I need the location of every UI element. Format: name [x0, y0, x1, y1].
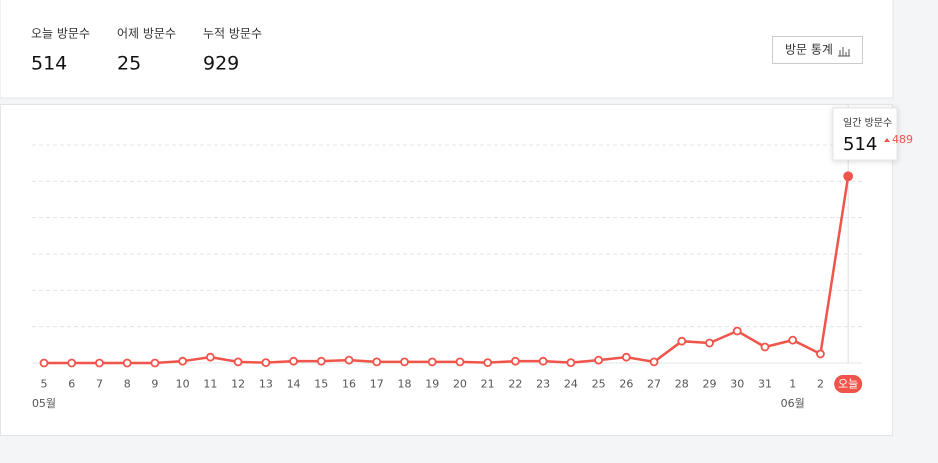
point	[289, 356, 298, 366]
x-tick-label: 24	[564, 378, 578, 391]
button-label[interactable]: 방문 통계	[785, 43, 833, 57]
x-tick-label: 6	[68, 378, 75, 391]
point	[261, 358, 271, 368]
x-tick-label: 20	[453, 378, 467, 391]
x-tick-label: 23	[536, 378, 550, 391]
point	[816, 349, 825, 359]
x-tick-label: 19	[425, 378, 439, 391]
point	[677, 336, 687, 346]
point	[621, 352, 631, 362]
point	[455, 357, 465, 367]
point	[233, 357, 243, 367]
x-tick-label: 8	[124, 378, 131, 391]
x-tick-label: 13	[259, 378, 273, 391]
point	[538, 356, 548, 366]
stat-label: 누적 방문수	[203, 27, 262, 41]
point	[511, 356, 520, 366]
x-tick-label: 18	[397, 378, 411, 391]
x-tick-label: 27	[647, 378, 661, 391]
x-tick-label: 오늘	[838, 378, 858, 391]
chart-icon[interactable]	[838, 47, 850, 57]
point	[39, 358, 49, 368]
point	[344, 355, 354, 365]
tooltip-box	[832, 107, 898, 161]
x-tick-label: 12	[231, 378, 245, 391]
point	[732, 326, 742, 336]
x-tick-label: 2	[817, 378, 824, 391]
up-arrow	[884, 138, 890, 142]
line	[44, 176, 850, 365]
stat-value: 25	[117, 53, 141, 75]
stats-button[interactable]: 방문 통계	[772, 36, 863, 64]
point	[760, 342, 770, 352]
x-tick-label: 9	[151, 378, 158, 391]
x-tick-label: 14	[287, 378, 301, 391]
today-pill	[834, 375, 863, 393]
tooltip-value: 514	[843, 134, 877, 155]
stat-label: 어제 방문수	[117, 27, 176, 41]
stat-label: 오늘 방문수	[31, 27, 90, 41]
point	[67, 358, 77, 368]
x-tick-label: 26	[619, 378, 633, 391]
x-tick-label: 21	[481, 378, 495, 391]
x-tick-label: 15	[314, 378, 328, 391]
tooltip-label: 일간 방문수	[843, 117, 892, 129]
x-tick-label: 22	[508, 378, 522, 391]
x-tick-label: 28	[675, 378, 689, 391]
tooltip-change: 489	[892, 133, 913, 146]
x-tick-label: 31	[758, 378, 772, 391]
button-frame[interactable]	[772, 36, 863, 64]
point	[427, 357, 437, 367]
point	[205, 352, 215, 362]
x-tick-label: 25	[592, 378, 606, 391]
point	[705, 338, 714, 348]
stats-card	[0, 0, 894, 99]
point	[594, 355, 603, 365]
point	[788, 335, 798, 345]
point	[566, 358, 576, 368]
stat-value: 929	[203, 53, 239, 75]
point	[150, 358, 160, 368]
point	[483, 358, 493, 368]
chart-card	[0, 104, 893, 436]
point	[843, 171, 854, 182]
stat-value: 514	[31, 53, 67, 75]
x-tick-label: 11	[203, 378, 217, 391]
point	[649, 357, 659, 367]
point	[95, 358, 104, 368]
x-tick-label: 5	[41, 378, 48, 391]
x-tick-label: 30	[730, 378, 744, 391]
x-tick-label: 10	[176, 378, 190, 391]
x-tick-label: 16	[342, 378, 356, 391]
month-label: 06월	[781, 397, 805, 410]
point	[178, 356, 188, 366]
x-tick-label: 29	[703, 378, 717, 391]
point	[122, 358, 132, 368]
x-tick-label: 17	[370, 378, 384, 391]
point	[316, 356, 326, 366]
x-tick-label: 1	[789, 378, 796, 391]
point	[400, 357, 409, 367]
tooltip: 일간 방문수 514 489	[832, 107, 913, 161]
point	[372, 357, 382, 367]
x-tick-label: 7	[96, 378, 103, 391]
month-label: 05월	[32, 397, 56, 410]
